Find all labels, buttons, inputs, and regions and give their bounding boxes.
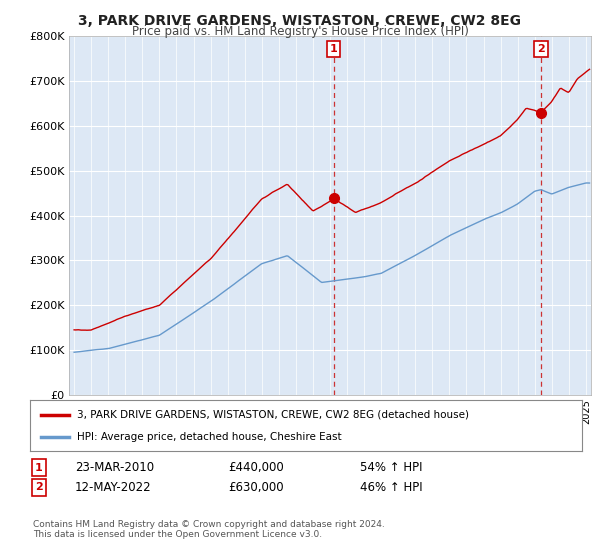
Text: 3, PARK DRIVE GARDENS, WISTASTON, CREWE, CW2 8EG (detached house): 3, PARK DRIVE GARDENS, WISTASTON, CREWE,… — [77, 409, 469, 419]
Text: £630,000: £630,000 — [228, 480, 284, 494]
Text: 23-MAR-2010: 23-MAR-2010 — [75, 461, 154, 474]
Text: 12-MAY-2022: 12-MAY-2022 — [75, 480, 152, 494]
Text: Contains HM Land Registry data © Crown copyright and database right 2024.
This d: Contains HM Land Registry data © Crown c… — [33, 520, 385, 539]
Text: Price paid vs. HM Land Registry's House Price Index (HPI): Price paid vs. HM Land Registry's House … — [131, 25, 469, 38]
Text: £440,000: £440,000 — [228, 461, 284, 474]
Text: 1: 1 — [35, 463, 43, 473]
Text: 3, PARK DRIVE GARDENS, WISTASTON, CREWE, CW2 8EG: 3, PARK DRIVE GARDENS, WISTASTON, CREWE,… — [79, 14, 521, 28]
Text: 1: 1 — [330, 44, 337, 54]
Text: 46% ↑ HPI: 46% ↑ HPI — [360, 480, 422, 494]
Text: HPI: Average price, detached house, Cheshire East: HPI: Average price, detached house, Ches… — [77, 432, 341, 442]
Text: 54% ↑ HPI: 54% ↑ HPI — [360, 461, 422, 474]
Text: 2: 2 — [35, 482, 43, 492]
Text: 2: 2 — [537, 44, 545, 54]
